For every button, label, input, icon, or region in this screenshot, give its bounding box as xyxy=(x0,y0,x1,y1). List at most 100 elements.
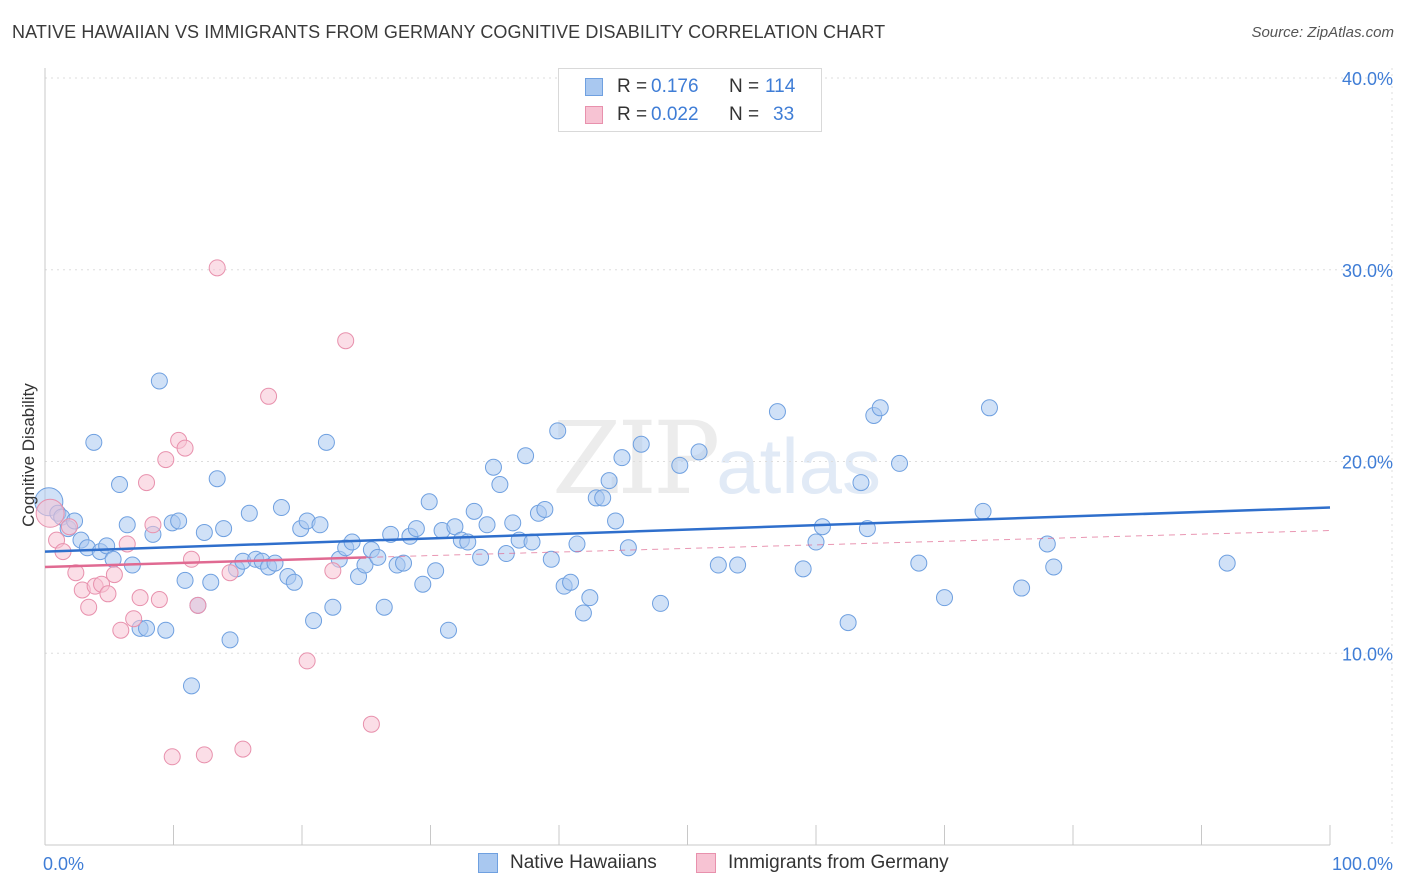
x-tick-label: 0.0% xyxy=(43,854,84,874)
watermark: ZIPatlas xyxy=(552,400,881,517)
point-native-hawaiian xyxy=(176,571,194,589)
point-native-hawaiian xyxy=(504,514,522,532)
legend-swatch-blue xyxy=(585,78,603,96)
point-native-hawaiian xyxy=(170,512,188,530)
source-label: Source: ZipAtlas.com xyxy=(1251,24,1394,41)
legend-row-immigrants-germany: R = 0.022 N = 33 xyxy=(559,101,821,129)
bottom-legend-label: Native Hawaiians xyxy=(510,852,657,873)
point-immigrant-germany xyxy=(189,596,207,614)
point-native-hawaiian xyxy=(1038,535,1056,553)
point-immigrant-germany xyxy=(182,550,200,568)
point-native-hawaiian xyxy=(221,631,239,649)
trend-line-germany-extension xyxy=(366,530,1331,558)
bottom-legend-swatch-blue xyxy=(478,853,498,873)
point-native-hawaiian xyxy=(871,399,889,417)
point-native-hawaiian xyxy=(395,554,413,572)
legend-r-value: 0.176 xyxy=(651,76,699,97)
point-native-hawaiian xyxy=(111,476,129,494)
point-native-hawaiian xyxy=(910,554,928,572)
point-immigrant-germany xyxy=(99,585,117,603)
legend-r-value: 0.022 xyxy=(651,104,699,125)
legend-row-native-hawaiians: R = 0.176 N = 114 xyxy=(559,73,821,101)
point-native-hawaiian xyxy=(729,556,747,574)
point-immigrant-germany xyxy=(131,589,149,607)
point-native-hawaiian xyxy=(768,403,786,421)
legend-n-label: N = xyxy=(729,104,760,125)
point-native-hawaiian xyxy=(215,520,233,538)
point-native-hawaiian xyxy=(549,422,567,440)
point-native-hawaiian xyxy=(891,454,909,472)
point-native-hawaiian xyxy=(839,614,857,632)
watermark-atlas: atlas xyxy=(716,422,882,510)
watermark-zip: ZIP xyxy=(552,400,720,517)
point-native-hawaiian xyxy=(671,456,689,474)
point-native-hawaiian xyxy=(632,435,650,453)
point-immigrant-germany xyxy=(67,564,85,582)
point-native-hawaiian xyxy=(272,499,290,517)
point-immigrant-germany xyxy=(195,746,213,764)
trend-line-native-hawaiians xyxy=(44,506,1331,553)
point-native-hawaiian xyxy=(690,443,708,461)
point-immigrant-germany xyxy=(138,474,156,492)
point-native-hawaiian xyxy=(208,470,226,488)
point-native-hawaiian xyxy=(607,512,625,530)
point-native-hawaiian xyxy=(807,533,825,551)
trend-line-immigrants-germany xyxy=(44,556,367,569)
legend-n-value: 114 xyxy=(765,76,796,97)
point-immigrant-germany xyxy=(112,621,130,639)
y-tick-label: 40.0% xyxy=(1342,69,1393,89)
legend-r-label: R = xyxy=(617,104,648,125)
data-points xyxy=(34,259,1236,766)
point-native-hawaiian xyxy=(478,516,496,534)
point-immigrant-germany xyxy=(35,498,65,528)
point-immigrant-germany xyxy=(298,652,316,670)
point-native-hawaiian xyxy=(317,433,335,451)
y-tick-label: 10.0% xyxy=(1342,644,1393,664)
point-immigrant-germany xyxy=(80,598,98,616)
point-native-hawaiian xyxy=(619,539,637,557)
point-immigrant-germany xyxy=(144,516,162,534)
point-native-hawaiian xyxy=(266,554,284,572)
point-native-hawaiian xyxy=(420,493,438,511)
bottom-legend-swatch-pink xyxy=(696,853,716,873)
point-native-hawaiian xyxy=(182,677,200,695)
x-tick-label: 100.0% xyxy=(1332,854,1393,874)
point-native-hawaiian xyxy=(240,504,258,522)
point-native-hawaiian xyxy=(542,550,560,568)
point-immigrant-germany xyxy=(176,439,194,457)
point-immigrant-germany xyxy=(163,748,181,766)
point-native-hawaiian xyxy=(202,573,220,591)
point-immigrant-germany xyxy=(234,740,252,758)
y-axis-label: Cognitive Disability xyxy=(19,383,38,527)
point-native-hawaiian xyxy=(980,399,998,417)
point-immigrant-germany xyxy=(362,715,380,733)
point-native-hawaiian xyxy=(581,589,599,607)
point-native-hawaiian xyxy=(852,474,870,492)
point-native-hawaiian xyxy=(465,502,483,520)
point-native-hawaiian xyxy=(375,598,393,616)
y-tick-label: 20.0% xyxy=(1342,453,1393,473)
point-native-hawaiian xyxy=(594,489,612,507)
tick-labels: 10.0% 20.0% 30.0% 40.0% 0.0% 100.0% xyxy=(43,69,1393,874)
legend-n-label: N = xyxy=(729,76,760,97)
point-native-hawaiian xyxy=(305,612,323,630)
legend-n-value: 33 xyxy=(773,104,795,125)
point-native-hawaiian xyxy=(652,594,670,612)
point-native-hawaiian xyxy=(324,598,342,616)
point-native-hawaiian xyxy=(118,516,136,534)
legend-r-label: R = xyxy=(617,76,648,97)
point-native-hawaiian xyxy=(195,523,213,541)
point-native-hawaiian xyxy=(407,520,425,538)
point-native-hawaiian xyxy=(574,604,592,622)
point-native-hawaiian xyxy=(138,619,156,637)
point-native-hawaiian xyxy=(285,573,303,591)
chart-title: NATIVE HAWAIIAN VS IMMIGRANTS FROM GERMA… xyxy=(12,22,886,42)
point-immigrant-germany xyxy=(337,332,355,350)
point-native-hawaiian xyxy=(562,573,580,591)
point-immigrant-germany xyxy=(260,387,278,405)
axes xyxy=(44,68,1331,846)
point-immigrant-germany xyxy=(125,610,143,628)
point-native-hawaiian xyxy=(150,372,168,390)
point-native-hawaiian xyxy=(414,575,432,593)
